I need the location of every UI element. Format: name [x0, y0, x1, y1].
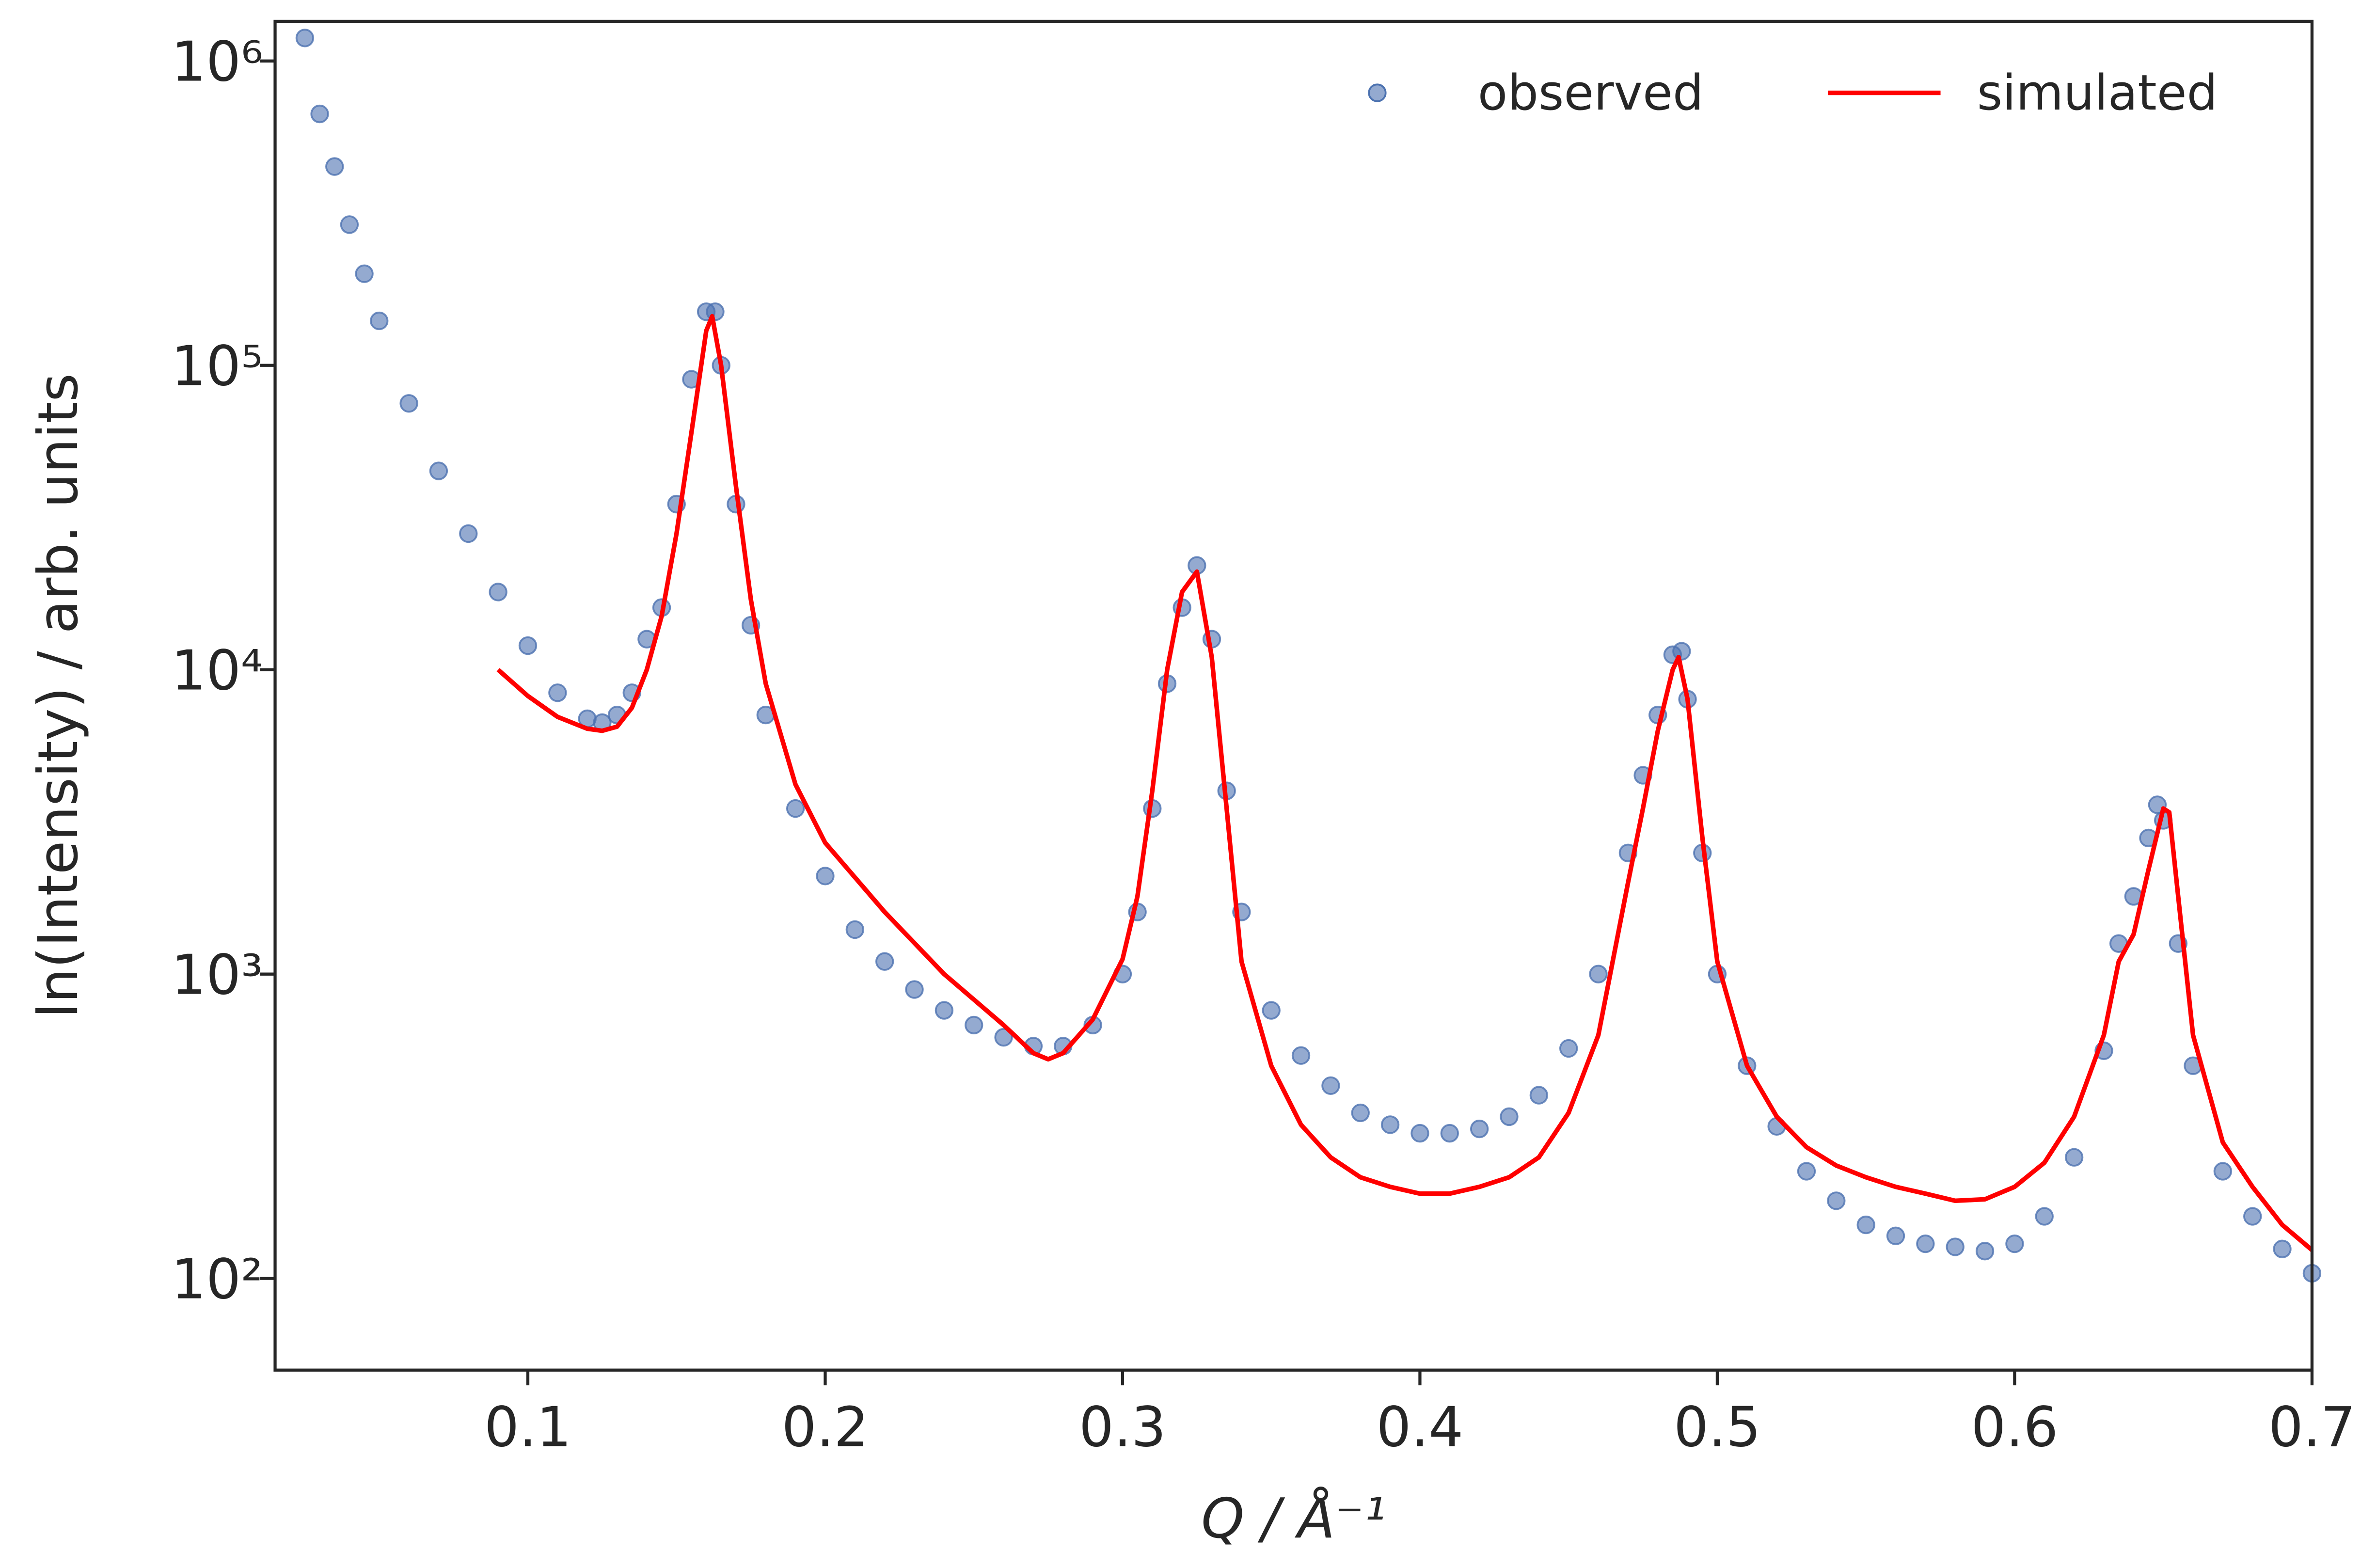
data-point: [370, 311, 389, 331]
data-point: [1946, 1237, 1965, 1256]
data-point: [1589, 965, 1608, 983]
line-series: [496, 314, 2314, 1252]
scatter-series: [295, 29, 2322, 1283]
x-tick-label: 0.5: [1674, 1395, 1761, 1459]
y-tick-label: 10²: [171, 1247, 263, 1311]
legend-label: observed: [1478, 64, 1704, 121]
data-point: [489, 583, 507, 602]
x-tick-label: 0.3: [1079, 1395, 1166, 1459]
y-tick-label: 10⁴: [171, 639, 263, 703]
data-point: [1797, 1162, 1816, 1181]
legend-marker: [1368, 83, 1387, 102]
data-point: [905, 980, 924, 999]
data-point: [548, 683, 567, 702]
data-point: [1856, 1215, 1875, 1235]
data-point: [2005, 1234, 2024, 1253]
data-point: [429, 461, 448, 480]
data-point: [1262, 1001, 1281, 1020]
y-tick-label: 10³: [171, 943, 263, 1007]
data-point: [1440, 1124, 1459, 1143]
y-axis-label: ln(Intensity) / arb. units: [26, 373, 90, 1018]
data-point: [1916, 1234, 1935, 1253]
data-point: [1529, 1086, 1548, 1105]
data-point: [845, 920, 864, 939]
data-point: [786, 799, 805, 818]
data-point: [2064, 1148, 2084, 1167]
data-point: [399, 394, 418, 413]
data-point: [355, 264, 374, 283]
data-point: [1827, 1191, 1846, 1210]
plot-area: [295, 29, 2322, 1283]
data-point: [965, 1015, 983, 1035]
data-point: [340, 215, 359, 234]
data-point: [2243, 1207, 2262, 1226]
data-point: [1886, 1226, 1905, 1245]
data-point: [1470, 1119, 1489, 1139]
data-point: [875, 952, 894, 971]
x-tick-label: 0.7: [2268, 1395, 2356, 1459]
data-point: [1380, 1115, 1400, 1134]
x-tick-label: 0.6: [1971, 1395, 2059, 1459]
data-point: [1975, 1242, 1995, 1261]
x-axis-label: Q / Å⁻¹: [1201, 1487, 1386, 1551]
data-point: [1500, 1107, 1519, 1126]
data-point: [1410, 1124, 1429, 1143]
data-point: [2035, 1207, 2054, 1226]
data-point: [994, 1028, 1013, 1047]
data-point: [1559, 1039, 1578, 1058]
data-point: [295, 29, 315, 48]
data-point: [518, 636, 538, 655]
data-point: [816, 867, 835, 886]
x-tick-label: 0.2: [782, 1395, 869, 1459]
data-point: [2213, 1162, 2233, 1181]
data-point: [1351, 1103, 1370, 1123]
data-point: [1291, 1046, 1311, 1065]
data-point: [1672, 642, 1691, 661]
y-tick-label: 10⁶: [171, 30, 263, 94]
x-tick-label: 0.4: [1377, 1395, 1464, 1459]
data-point: [310, 104, 329, 124]
axes-frame: [273, 19, 2314, 1372]
data-point: [2273, 1239, 2292, 1258]
y-tick-label: 10⁵: [171, 334, 263, 398]
legend-label: simulated: [1977, 64, 2218, 121]
data-point: [459, 524, 478, 543]
data-point: [325, 157, 344, 176]
x-tick-label: 0.1: [484, 1395, 571, 1459]
data-point: [1321, 1076, 1340, 1095]
data-point: [935, 1001, 954, 1020]
